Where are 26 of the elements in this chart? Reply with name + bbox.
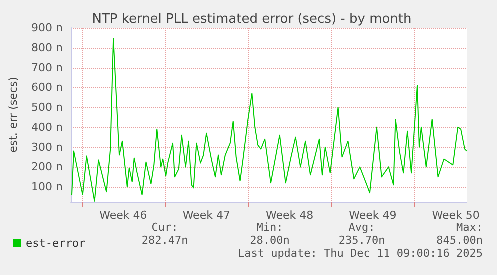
y-tick-label: 400 n [32,120,64,134]
y-tick-label: 100 n [32,180,64,194]
chart-title: NTP kernel PLL estimated error (secs) - by month [92,12,412,27]
text: 282.47n [142,234,188,247]
y-tick-label: 300 n [32,140,64,154]
y-tick-label: 900 n [32,22,64,34]
x-tick-label: Week 49 [349,209,397,222]
text: Cur: [152,221,178,234]
x-tick-label: Week 48 [266,209,314,222]
legend-label: est-error [26,237,86,250]
text: Avg: [348,221,376,234]
text: Min: [256,221,284,234]
text: Max: [456,221,483,234]
y-tick-label: 700 n [32,61,64,74]
text: 845.00n [436,234,483,247]
y-tick-label: 600 n [32,81,64,94]
x-tick-label: Week 50 [432,209,480,222]
x-tick-label: Week 47 [182,209,230,222]
y-tick-label: 800 n [32,41,64,54]
text: Last update: Thu Dec 11 09:00:16 2025 [238,247,483,260]
text: 28.00n [250,234,290,247]
x-tick-label: Week 46 [100,209,148,222]
y-tick-label: 200 n [32,160,64,174]
y-axis-title: est. err (secs) [7,77,20,153]
y-tick-label: 500 n [32,101,64,114]
text: 235.70n [338,234,386,247]
